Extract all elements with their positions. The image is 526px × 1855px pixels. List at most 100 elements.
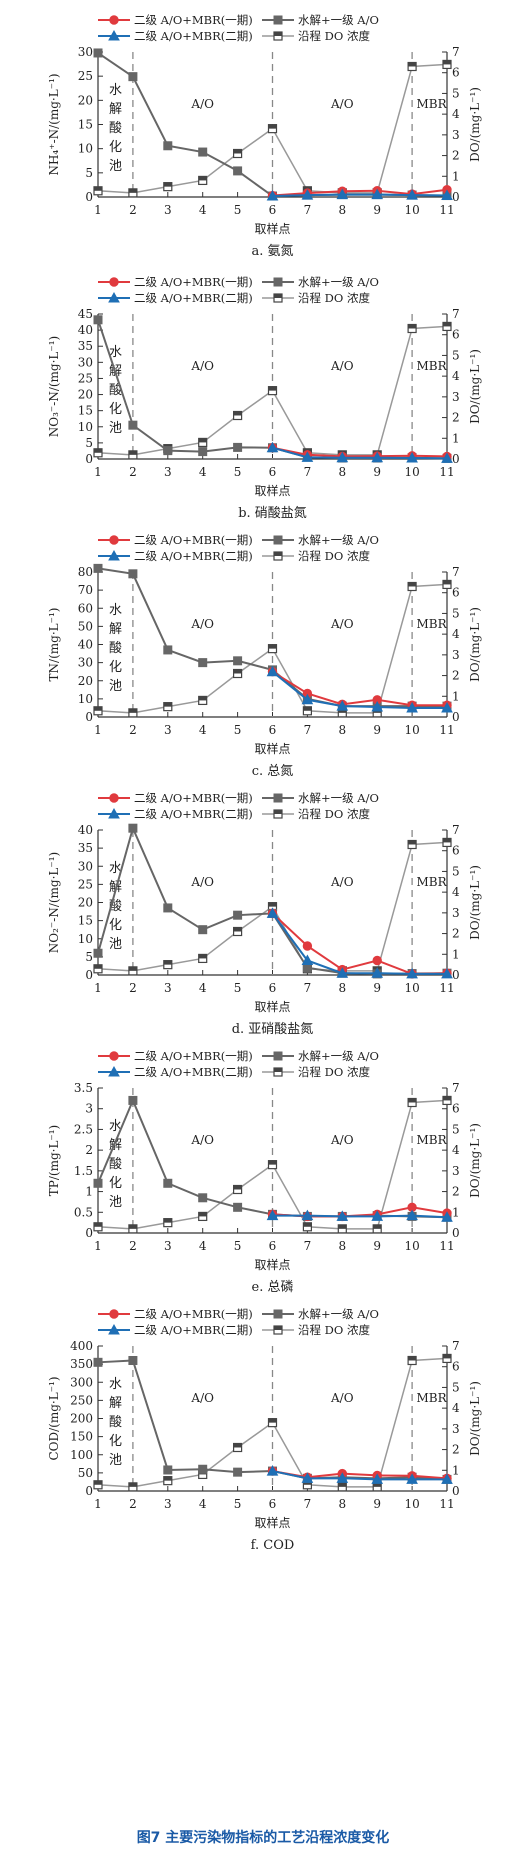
region-hydrolysis-char: 解	[109, 1396, 122, 1411]
legend-item-s2: 水解+一级 A/O	[262, 275, 379, 289]
x-tick-label: 11	[439, 465, 454, 479]
data-point-half	[233, 1185, 242, 1190]
x-tick-label: 5	[234, 203, 242, 217]
legend-marker-half	[274, 1068, 282, 1072]
y-tick-label: 50	[78, 619, 93, 633]
data-point	[301, 954, 314, 965]
legend-item-s2: 水解+一级 A/O	[262, 13, 379, 27]
y-tick-label: 35	[78, 339, 93, 353]
data-point	[233, 166, 243, 176]
y2-tick-label: 6	[452, 844, 460, 858]
legend-label: 沿程 DO 浓度	[298, 549, 370, 563]
x-tick-label: 8	[338, 723, 346, 737]
y-tick-label: 0	[85, 1226, 93, 1240]
x-tick-label: 5	[234, 1239, 242, 1253]
y2-axis-label: DO/(mg·L⁻¹)	[468, 607, 482, 682]
x-tick-label: 5	[234, 981, 242, 995]
y-axis-label: NH₄⁺-N/(mg·L⁻¹)	[47, 73, 61, 175]
legend-label: 二级 A/O+MBR(二期)	[134, 291, 253, 305]
data-point-half	[94, 1480, 102, 1485]
y-tick-label: 350	[70, 1357, 93, 1371]
data-point-half	[94, 448, 102, 453]
region-hydrolysis-char: 解	[109, 622, 122, 637]
y-tick-label: 0	[85, 710, 93, 724]
legend-item-s2: 水解+一级 A/O	[262, 1049, 379, 1063]
data-point-half	[303, 1222, 312, 1227]
region-hydrolysis-char: 化	[109, 918, 122, 933]
legend-item-s4: 沿程 DO 浓度	[262, 807, 370, 821]
data-point-half	[338, 1482, 347, 1487]
data-point-half	[443, 1096, 451, 1101]
series-line	[272, 193, 448, 198]
region-hydrolysis-char: 水	[109, 345, 122, 360]
y2-tick-label: 3	[452, 1422, 460, 1436]
legend-item-s3: 二级 A/O+MBR(二期)	[98, 807, 253, 821]
x-tick-label: 1	[94, 1497, 102, 1511]
region-hydrolysis-char: 酸	[109, 383, 122, 398]
y-tick-label: 25	[78, 371, 93, 385]
x-axis-label: 取样点	[254, 1257, 290, 1272]
y2-tick-label: 7	[452, 823, 460, 837]
region-hydrolysis-char: 水	[109, 1377, 122, 1392]
y-tick-label: 35	[78, 841, 93, 855]
legend-marker-half	[274, 294, 282, 298]
legend-label: 沿程 DO 浓度	[298, 1065, 370, 1079]
y2-tick-label: 2	[452, 669, 460, 683]
region-ao1: A/O	[190, 1391, 214, 1405]
x-tick-label: 6	[269, 203, 277, 217]
y2-tick-label: 1	[452, 431, 460, 445]
legend-marker	[108, 29, 120, 41]
data-point-half	[373, 1224, 382, 1229]
legend-label: 二级 A/O+MBR(一期)	[134, 533, 253, 547]
data-point	[441, 1211, 453, 1222]
x-tick-label: 8	[338, 1497, 346, 1511]
legend-marker	[273, 535, 283, 545]
data-point	[93, 1357, 103, 1367]
y2-tick-label: 6	[452, 66, 460, 80]
y2-tick-label: 5	[452, 86, 460, 100]
panel-caption: f. COD	[251, 1538, 295, 1553]
y2-axis-label: DO/(mg·L⁻¹)	[468, 865, 482, 940]
data-point	[441, 189, 453, 201]
region-hydrolysis-char: 化	[109, 660, 122, 675]
y2-axis-label: DO/(mg·L⁻¹)	[468, 1381, 482, 1456]
y-axis-label: COD/(mg·L⁻¹)	[47, 1376, 61, 1460]
data-point	[128, 569, 138, 579]
data-point-half	[338, 708, 347, 713]
legend-marker	[273, 1051, 283, 1061]
x-tick-label: 5	[234, 723, 242, 737]
data-point-half	[198, 954, 207, 959]
y2-tick-label: 1	[452, 947, 460, 961]
legend: 二级 A/O+MBR(一期) 水解+一级 A/O 二级 A/O+MBR(二期) 沿程 …	[98, 533, 379, 563]
data-point	[198, 925, 208, 935]
legend-item-s1: 二级 A/O+MBR(一期)	[98, 1307, 253, 1321]
x-tick-label: 11	[439, 1239, 454, 1253]
data-point	[233, 1202, 243, 1212]
y-tick-label: 3	[85, 1102, 93, 1116]
data-point	[128, 1095, 138, 1105]
x-tick-label: 2	[129, 981, 137, 995]
x-tick-label: 7	[304, 1239, 312, 1253]
x-tick-label: 7	[304, 723, 312, 737]
legend-label: 二级 A/O+MBR(二期)	[134, 1323, 253, 1337]
data-point-half	[233, 411, 242, 416]
data-point-half	[163, 182, 172, 187]
chart-panel-2: 二级 A/O+MBR(一期) 水解+一级 A/O 二级 A/O+MBR(二期) 沿程 …	[47, 275, 482, 521]
data-point	[406, 452, 418, 463]
y-tick-label: 40	[78, 323, 93, 337]
data-point	[93, 1178, 103, 1188]
data-point-half	[303, 706, 312, 711]
data-point-half	[198, 1212, 207, 1217]
legend-marker-half	[274, 810, 282, 814]
chart-panel-1: 二级 A/O+MBR(一期) 水解+一级 A/O 二级 A/O+MBR(二期) 沿程 …	[47, 13, 482, 259]
y2-tick-label: 0	[452, 1226, 460, 1240]
legend-label: 水解+一级 A/O	[298, 13, 379, 27]
x-tick-label: 6	[269, 1239, 277, 1253]
legend-label: 沿程 DO 浓度	[298, 1323, 370, 1337]
x-tick-label: 10	[404, 1239, 419, 1253]
x-tick-label: 10	[404, 981, 419, 995]
data-point-half	[94, 1222, 102, 1227]
x-tick-label: 6	[269, 1497, 277, 1511]
